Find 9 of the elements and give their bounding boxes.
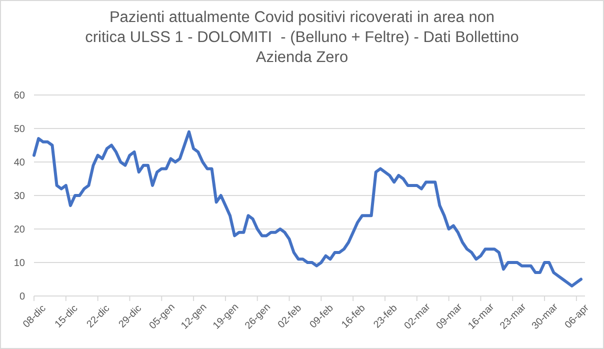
y-tick-label: 50 — [14, 124, 26, 135]
y-tick-label: 10 — [14, 258, 26, 269]
y-tick-label: 40 — [14, 158, 26, 168]
chart-title: Pazienti attualmente Covid positivi ricoverati in area non critica ULSS 1 - DOLOMITI - (Belluno + Feltre) - Dati Bollettino Azienda Zero — [85, 9, 519, 66]
line-series — [32, 130, 582, 288]
y-tick-label: 60 — [14, 90, 26, 102]
y-tick-label: 20 — [14, 224, 26, 236]
y-tick-label: 30 — [14, 191, 26, 202]
y-tick-label: 0 — [19, 292, 26, 302]
